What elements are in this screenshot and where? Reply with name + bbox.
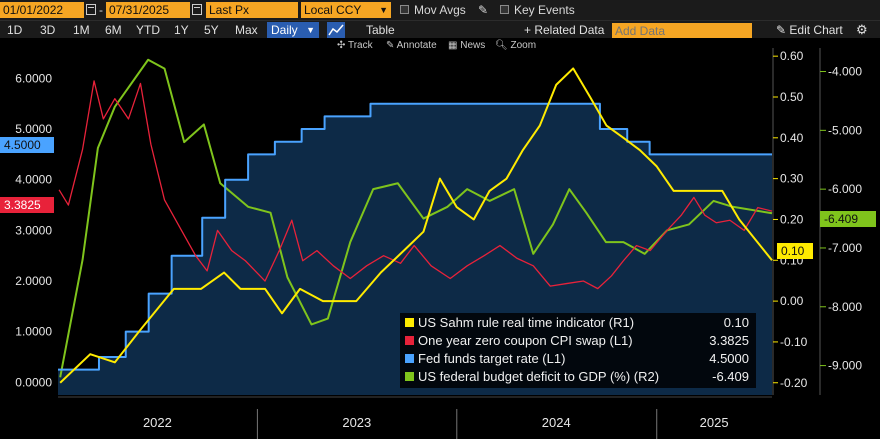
period-6m[interactable]: 6M <box>105 23 122 37</box>
right-2-tick-label: -4.000 <box>828 65 862 79</box>
calendar-icon[interactable] <box>192 4 202 15</box>
cpi-swap-line <box>58 80 773 290</box>
chevron-down-icon: ▼ <box>306 25 315 35</box>
period-1d[interactable]: 1D <box>7 23 23 37</box>
chart-toolbar: 01/01/2022 - 07/31/2025 Last Px Local CC… <box>0 0 880 20</box>
currency-label: Local CCY <box>304 3 362 17</box>
left-axis: 0.0000 1.0000 2.0000 3.0000 4.0000 5.0000 6.00… <box>15 71 52 389</box>
date-range-separator: - <box>99 3 103 17</box>
zoom-tool[interactable]: 🔍︎ Zoom <box>495 40 537 51</box>
x-tick-label: 2025 <box>700 415 729 430</box>
left-tick-label: 0.0000 <box>15 375 52 389</box>
track-label: Track <box>347 40 373 51</box>
period-1m[interactable]: 1M <box>73 23 90 37</box>
track-tool[interactable]: ✣ Track <box>337 40 373 51</box>
x-tick-label: 2022 <box>143 415 172 430</box>
pencil-icon[interactable]: ✎ <box>478 3 489 17</box>
annotate-tool[interactable]: ✎ Annotate <box>386 40 437 51</box>
legend-value: -6.409 <box>712 369 749 384</box>
frequency-label: Daily <box>271 23 298 37</box>
right-1-tick-label: -0.10 <box>780 335 808 349</box>
fed-funds-line <box>58 102 772 371</box>
line-chart-icon[interactable] <box>327 22 345 38</box>
key-events-checkbox[interactable] <box>500 5 509 14</box>
chevron-down-icon: ▼ <box>379 5 388 15</box>
start-date-field[interactable]: 01/01/2022 <box>0 2 84 18</box>
legend-label: One year zero coupon CPI swap (L1) <box>418 333 633 348</box>
period-5y[interactable]: 5Y <box>204 23 219 37</box>
gear-icon[interactable]: ⚙ <box>856 22 868 37</box>
legend-swatch <box>405 354 414 364</box>
zoom-label: Zoom <box>510 40 537 51</box>
legend-item: One year zero coupon CPI swap (L1) 3.382… <box>405 332 753 350</box>
add-data-input[interactable] <box>612 23 752 38</box>
right-1-tick-label: -0.20 <box>780 376 808 390</box>
edit-chart-label: Edit Chart <box>789 23 843 37</box>
legend-swatch <box>405 372 414 382</box>
right-2-tick-label: -8.000 <box>828 300 862 314</box>
pencil-icon: ✎ <box>776 23 787 37</box>
legend-swatch <box>405 336 414 346</box>
x-axis: 2022 2023 2024 2025 <box>143 415 729 430</box>
left-tick-label: 5.0000 <box>15 122 52 136</box>
right-2-tick-label: -6.000 <box>828 182 862 196</box>
grid <box>58 396 772 439</box>
period-ytd[interactable]: YTD <box>136 23 160 37</box>
calendar-icon[interactable] <box>86 4 96 15</box>
left-tick-label: 1.0000 <box>15 325 52 339</box>
legend-item: US federal budget deficit to GDP (%) (R2… <box>405 368 753 386</box>
right-1-tick-label: 0.40 <box>780 131 804 145</box>
edit-chart-button[interactable]: ✎ Edit Chart <box>776 22 843 38</box>
right-axis-1: -0.20-0.100.000.100.200.300.400.500.60 <box>772 48 808 395</box>
legend-label: US federal budget deficit to GDP (%) (R2… <box>418 369 660 384</box>
fed-last-tag: 4.5000 <box>0 137 54 153</box>
legend-value: 3.3825 <box>709 333 749 348</box>
period-toolbar: 1D 3D 1M 6M YTD 1Y 5Y Max Daily ▼ Table … <box>0 20 880 39</box>
right-2-tick-label: -5.000 <box>828 123 862 137</box>
x-tick-label: 2023 <box>342 415 371 430</box>
series-layer <box>58 58 773 384</box>
right-2-tick-label: -7.000 <box>828 241 862 255</box>
right-1-tick-label: 0.50 <box>780 90 804 104</box>
left-tick-label: 2.0000 <box>15 274 52 288</box>
right-1-tick-label: 0.00 <box>780 294 804 308</box>
period-max[interactable]: Max <box>235 23 258 37</box>
left-tick-label: 4.0000 <box>15 173 52 187</box>
period-3d[interactable]: 3D <box>40 23 56 37</box>
frequency-select[interactable]: Daily ▼ <box>267 22 319 38</box>
news-label: News <box>460 40 486 51</box>
legend-label: US Sahm rule real time indicator (R1) <box>418 315 635 330</box>
right-1-tick-label: 0.60 <box>780 49 804 63</box>
period-1y[interactable]: 1Y <box>174 23 189 37</box>
legend-item: Fed funds target rate (L1) 4.5000 <box>405 350 753 368</box>
currency-selector[interactable]: Local CCY ▼ <box>301 2 391 18</box>
mov-avgs-label: Mov Avgs <box>414 3 466 17</box>
left-tick-label: 3.0000 <box>15 223 52 237</box>
right-1-tick-label: 0.30 <box>780 172 804 186</box>
annotate-label: Annotate <box>396 40 437 51</box>
end-date-field[interactable]: 07/31/2025 <box>106 2 190 18</box>
right-1-tick-label: 0.20 <box>780 212 804 226</box>
legend-swatch <box>405 318 414 328</box>
legend-value: 0.10 <box>723 315 749 330</box>
right-2-tick-label: -9.000 <box>828 359 862 373</box>
x-tick-label: 2024 <box>542 415 571 430</box>
legend-label: Fed funds target rate (L1) <box>418 351 566 366</box>
key-events-label: Key Events <box>514 3 575 17</box>
table-button[interactable]: Table <box>366 23 395 37</box>
field-selector[interactable]: Last Px <box>206 2 298 18</box>
mov-avgs-checkbox[interactable] <box>400 5 409 14</box>
sahm-last-tag: 0.10 <box>777 243 813 259</box>
sahm-rule-line <box>59 67 773 384</box>
left-tick-label: 6.0000 <box>15 71 52 85</box>
related-data-button[interactable]: + Related Data <box>524 23 605 37</box>
legend: US Sahm rule real time indicator (R1) 0.… <box>400 313 756 388</box>
legend-item: US Sahm rule real time indicator (R1) 0.… <box>405 314 753 332</box>
cpi-last-tag: 3.3825 <box>0 197 54 213</box>
legend-value: 4.5000 <box>709 351 749 366</box>
news-tool[interactable]: ▦ News <box>448 40 486 51</box>
deficit-last-tag: -6.409 <box>820 211 876 227</box>
